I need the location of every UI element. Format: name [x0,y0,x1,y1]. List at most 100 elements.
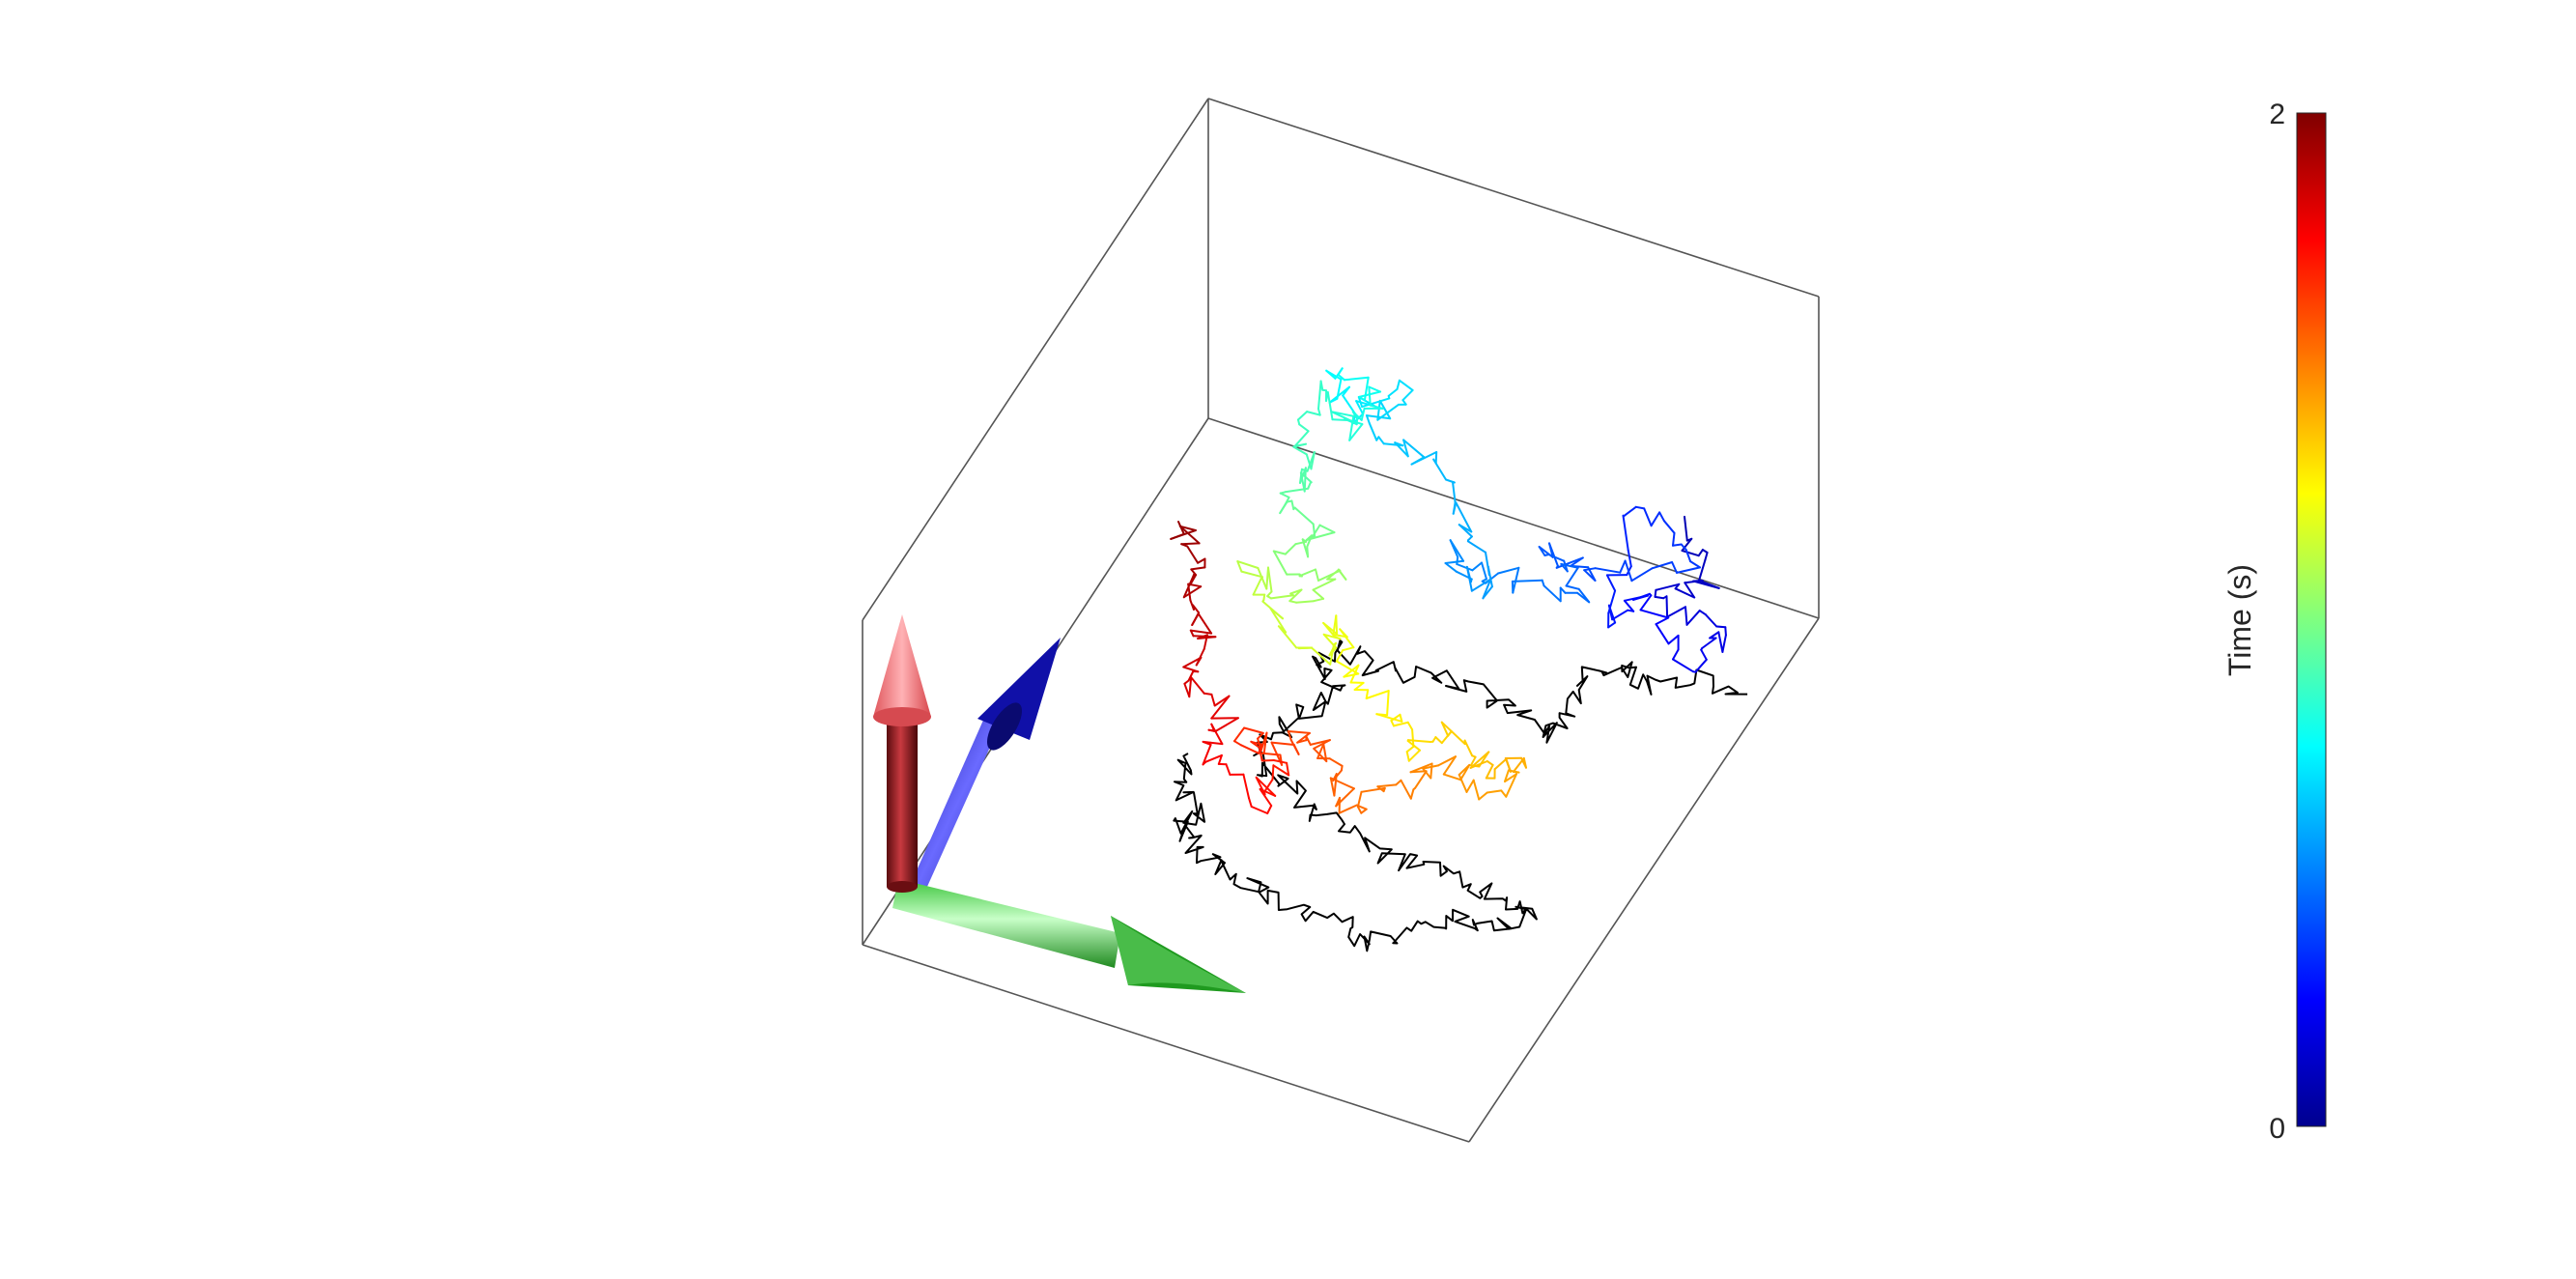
trajectory-segment [1684,606,1688,626]
trajectory-segment [1272,759,1288,764]
trajectory-segment [1255,776,1277,797]
trajectory-segment [1189,574,1198,586]
trajectory-segment [1337,367,1344,377]
trajectory-segment [1315,568,1319,582]
trajectory-segment [1587,566,1597,582]
trajectory-segment [1197,612,1213,635]
trajectory-segment [1485,551,1490,577]
trajectory-segment [1217,753,1223,765]
trajectory-segment [1560,562,1579,569]
trajectory-segment [1512,756,1525,773]
axis-arrows [873,614,1246,993]
trajectory-segment [1627,549,1632,568]
trajectory-segment [1326,391,1334,421]
trajectory-segment [1547,554,1566,562]
trajectory-segment [1266,805,1273,814]
trajectory-segment [1316,743,1325,759]
trajectory-segment [1318,524,1336,534]
trajectory-segment [1343,672,1360,678]
trajectory-segment [1195,647,1205,667]
trajectory-segment [1311,646,1332,666]
trajectory-segment [1651,561,1674,570]
trajectory-segment [1684,580,1704,584]
trajectory-segment [1376,783,1398,788]
trajectory-segment [1469,760,1488,769]
trajectory-segment [1676,566,1701,574]
trajectory-segment [1543,584,1562,603]
trajectory-segment [1440,721,1466,746]
trajectory-segment [1405,751,1410,762]
trajectory-segment [1472,779,1481,801]
trajectory-segment [1522,756,1527,769]
trajectory-segment [1210,693,1216,707]
trajectory-segment [1279,753,1284,766]
trajectory-segment [1565,566,1579,587]
trajectory-segment [1202,743,1212,766]
trajectory-segment [1305,453,1313,470]
trajectory-segment [1701,637,1717,649]
trajectory-segment [1263,778,1274,793]
trajectory-segment [1684,515,1688,542]
trajectory-segment [1685,610,1701,626]
trajectory-segment [1700,648,1708,661]
trajectory-segment [1717,631,1724,653]
trajectory-segment [1296,731,1311,744]
trajectory-segment [1709,631,1720,640]
trajectory-segment [1465,565,1473,592]
trajectory-segment [1177,521,1185,535]
trajectory-segment [1190,676,1205,695]
trajectory-segment [1486,789,1503,794]
trajectory-segment [1478,791,1488,801]
trajectory-segment [1317,380,1322,411]
trajectory-segment [1270,594,1294,600]
trajectory-segment [1265,566,1269,590]
time-colored-trajectory [1170,367,1727,814]
trajectory-segment [1344,376,1370,382]
trajectory-segment [1442,773,1462,782]
trajectory-segment [1409,788,1415,800]
trajectory-segment [1623,505,1637,518]
trajectory-segment [1204,753,1223,763]
trajectory-segment [1368,385,1372,407]
trajectory-segment [1295,600,1316,604]
trajectory-segment [1658,511,1665,523]
trajectory-segment [1178,525,1197,531]
trajectory-segment [1286,761,1290,777]
colorbar: 2 0 Time (s) [2222,99,2327,1145]
trajectory-segment [1293,506,1315,526]
trajectory-segment [1337,568,1347,581]
trajectory-segment [1332,614,1338,636]
plot-box [862,98,1820,1143]
trajectory-segment [1297,411,1309,421]
trajectory-segment [1272,764,1290,777]
trajectory-segment [1368,422,1378,441]
trajectory-segment [1724,626,1727,637]
trajectory-segment [1643,507,1653,527]
trajectory-segment [1406,740,1421,752]
trajectory-segment [1178,525,1201,545]
trajectory-segment [1398,379,1414,391]
trajectory-segment [1288,588,1303,603]
trajectory-segment [1622,514,1629,552]
trajectory-segment [1284,487,1310,494]
trajectory-segment [1298,568,1316,578]
trajectory-segment [1188,676,1193,698]
red-axis-arrow [873,614,931,893]
trajectory-segment [1672,658,1694,673]
trajectory-segment [1704,552,1709,561]
trajectory-segment [1486,760,1494,766]
trajectory-segment [1242,773,1250,800]
trajectory-segment [1306,534,1314,548]
trajectory-segment [1259,787,1273,807]
trajectory-segment [1390,713,1401,722]
trajectory-segment [1202,740,1212,744]
trajectory-segment [1258,746,1263,762]
trajectory-segment [1257,731,1264,740]
trajectory-segment [1348,414,1355,441]
trajectory-segment [1313,747,1328,763]
trajectory-segment [1512,566,1520,594]
trajectory-segment [1339,628,1355,649]
trajectory-segment [1504,769,1510,782]
trajectory-segment [1393,721,1409,727]
trajectory-segment [1619,559,1627,574]
